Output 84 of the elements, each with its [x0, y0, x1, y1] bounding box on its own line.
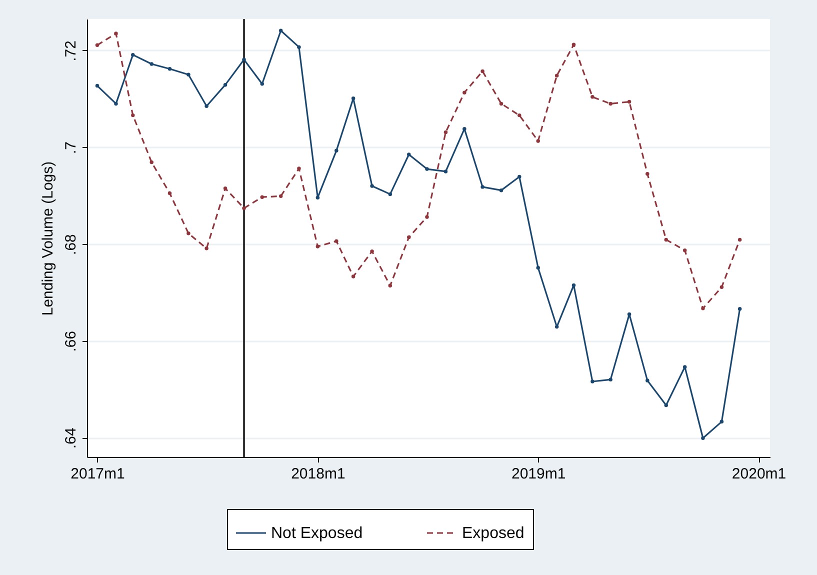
point: [186, 72, 190, 77]
point: [297, 166, 301, 170]
point: [186, 232, 190, 236]
point: [388, 192, 392, 196]
point: [627, 100, 632, 104]
point: [278, 28, 283, 32]
point: [738, 307, 742, 311]
y-tick-label: .68: [62, 234, 80, 255]
point: [388, 284, 392, 288]
point: [242, 58, 246, 62]
y-tick-label: .64: [62, 428, 80, 449]
point: [114, 102, 118, 106]
point: [720, 285, 724, 289]
point: [444, 170, 448, 174]
line-series: [95, 28, 742, 440]
x-tick-label: 2018m1: [291, 466, 346, 482]
point: [590, 95, 594, 99]
point: [608, 378, 612, 382]
point: [701, 436, 705, 440]
point: [480, 69, 484, 74]
point: [223, 186, 228, 190]
point: [334, 239, 338, 244]
point: [536, 139, 540, 143]
point: [682, 248, 687, 252]
y-tick-label: .72: [62, 40, 80, 62]
point: [554, 324, 559, 329]
point: [278, 194, 283, 198]
point: [572, 283, 576, 288]
point: [425, 215, 429, 219]
point: [334, 148, 338, 153]
point: [480, 185, 484, 189]
point: [316, 196, 320, 200]
point: [664, 403, 668, 408]
point: [316, 244, 320, 248]
point: [407, 235, 411, 240]
point: [95, 43, 100, 47]
point: [168, 191, 172, 196]
point: [701, 306, 705, 310]
point: [518, 113, 522, 118]
point: [242, 206, 246, 210]
point: [351, 274, 356, 278]
x-tick-label: 2019m1: [511, 466, 566, 482]
point: [95, 84, 100, 88]
x-tick-label: 2020m1: [732, 466, 786, 482]
point: [131, 113, 135, 118]
point: [204, 104, 208, 108]
point: [646, 172, 650, 176]
point: [554, 74, 559, 78]
point: [720, 420, 724, 424]
point: [664, 238, 668, 242]
point: [204, 246, 208, 250]
point: [260, 195, 264, 199]
point: [425, 167, 429, 171]
y-tick-label: .7: [62, 141, 80, 154]
x-tick-label: 2017m1: [70, 466, 125, 482]
legend-label: Exposed: [462, 525, 524, 542]
point: [370, 249, 374, 254]
point: [627, 312, 632, 316]
point: [590, 380, 594, 384]
point: [150, 160, 154, 164]
point: [646, 378, 650, 382]
point: [168, 66, 172, 71]
y-axis-title: Lending Volume (Logs): [40, 161, 56, 316]
point: [131, 52, 135, 57]
y-tick-label: .66: [62, 330, 80, 352]
point: [499, 102, 504, 106]
point: [223, 82, 228, 87]
point: [297, 45, 301, 49]
point: [370, 184, 374, 188]
point: [682, 365, 687, 369]
point: [462, 90, 466, 94]
point: [536, 266, 540, 270]
point: [608, 102, 612, 106]
point: [114, 32, 118, 36]
legend-label: Not Exposed: [271, 525, 363, 542]
point: [260, 82, 264, 86]
point: [499, 188, 504, 192]
point: [462, 126, 466, 131]
point: [738, 238, 742, 242]
point: [351, 96, 356, 100]
point: [150, 62, 154, 66]
point: [407, 152, 411, 156]
point: [444, 130, 448, 134]
point: [518, 174, 522, 179]
